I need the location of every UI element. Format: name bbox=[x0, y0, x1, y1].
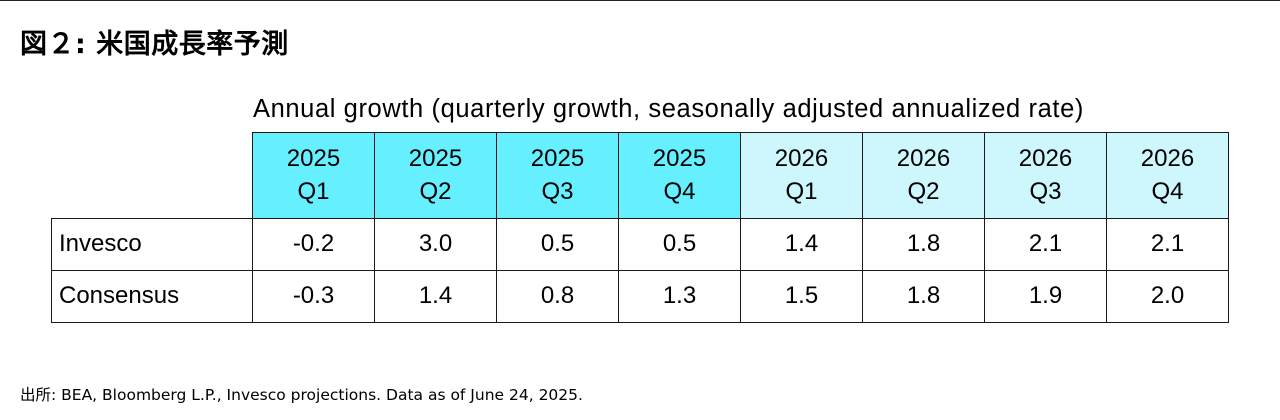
column-quarter: Q4 bbox=[1151, 177, 1184, 205]
column-quarter: Q4 bbox=[663, 177, 696, 205]
growth-forecast-table: 2025 Q1 2025 Q2 2025 Q3 2025 Q4 2026 Q1 2026 Q… bbox=[51, 132, 1229, 323]
column-header: 2025 Q3 bbox=[496, 132, 619, 219]
top-divider bbox=[0, 0, 1280, 1]
column-quarter: Q3 bbox=[541, 177, 574, 205]
table-cell: 0.5 bbox=[496, 218, 619, 271]
table-corner bbox=[51, 132, 253, 219]
column-header: 2026 Q4 bbox=[1106, 132, 1229, 219]
column-header: 2026 Q3 bbox=[984, 132, 1107, 219]
table-cell: -0.2 bbox=[252, 218, 375, 271]
column-year: 2026 bbox=[896, 145, 951, 173]
column-year: 2025 bbox=[286, 145, 341, 173]
table-cell: 3.0 bbox=[374, 218, 497, 271]
source-note: 出所: BEA, Bloomberg L.P., Invesco project… bbox=[20, 386, 583, 404]
column-header: 2025 Q4 bbox=[618, 132, 741, 219]
column-year: 2026 bbox=[1140, 145, 1195, 173]
row-label: Invesco bbox=[51, 218, 253, 271]
table-cell: 1.9 bbox=[984, 270, 1107, 323]
table-cell: 2.0 bbox=[1106, 270, 1229, 323]
row-label: Consensus bbox=[51, 270, 253, 323]
table-cell: 1.4 bbox=[740, 218, 863, 271]
table-cell: 0.5 bbox=[618, 218, 741, 271]
column-header: 2026 Q2 bbox=[862, 132, 985, 219]
table-subtitle: Annual growth (quarterly growth, seasona… bbox=[253, 95, 1084, 123]
column-year: 2026 bbox=[774, 145, 829, 173]
column-year: 2026 bbox=[1018, 145, 1073, 173]
table-cell: 1.5 bbox=[740, 270, 863, 323]
table-row-consensus: Consensus -0.3 1.4 0.8 1.3 1.5 1.8 1.9 2… bbox=[51, 270, 1229, 323]
column-header: 2026 Q1 bbox=[740, 132, 863, 219]
table-cell: 0.8 bbox=[496, 270, 619, 323]
column-year: 2025 bbox=[530, 145, 585, 173]
table-cell: 1.3 bbox=[618, 270, 741, 323]
table-cell: 2.1 bbox=[1106, 218, 1229, 271]
column-year: 2025 bbox=[652, 145, 707, 173]
table-cell: 1.8 bbox=[862, 218, 985, 271]
table-cell: -0.3 bbox=[252, 270, 375, 323]
table-header-row: 2025 Q1 2025 Q2 2025 Q3 2025 Q4 2026 Q1 2026 Q… bbox=[51, 132, 1229, 219]
column-quarter: Q2 bbox=[907, 177, 940, 205]
page-title: 図２: 米国成長率予測 bbox=[20, 29, 289, 60]
column-header: 2025 Q1 bbox=[252, 132, 375, 219]
table-cell: 1.4 bbox=[374, 270, 497, 323]
column-quarter: Q2 bbox=[419, 177, 452, 205]
column-quarter: Q1 bbox=[297, 177, 330, 205]
column-header: 2025 Q2 bbox=[374, 132, 497, 219]
column-quarter: Q3 bbox=[1029, 177, 1062, 205]
column-year: 2025 bbox=[408, 145, 463, 173]
table-cell: 2.1 bbox=[984, 218, 1107, 271]
table-cell: 1.8 bbox=[862, 270, 985, 323]
table-row-invesco: Invesco -0.2 3.0 0.5 0.5 1.4 1.8 2.1 2.1 bbox=[51, 218, 1229, 271]
column-quarter: Q1 bbox=[785, 177, 818, 205]
